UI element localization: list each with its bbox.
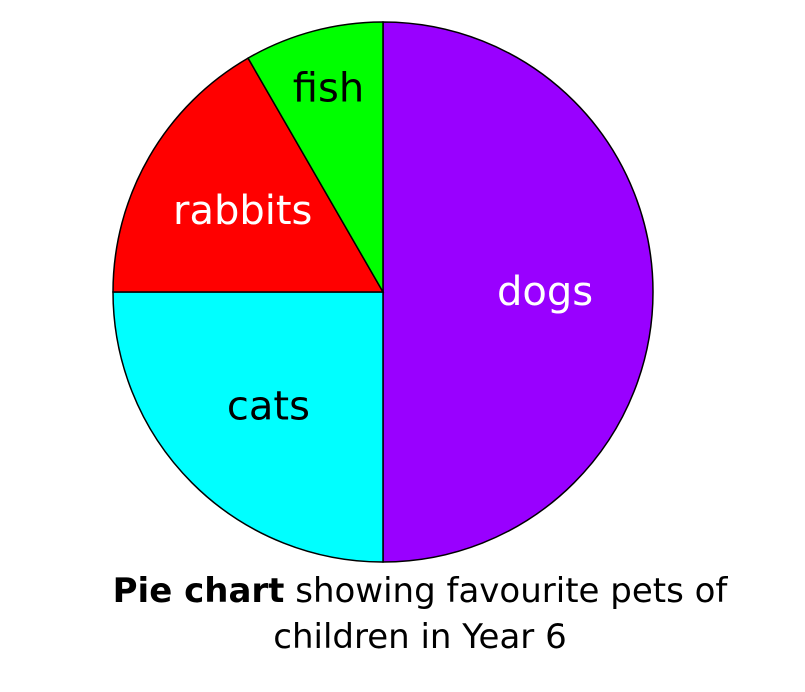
caption-rest-text: showing favourite pets of children in Ye… <box>273 571 728 657</box>
pie-label-dogs: dogs <box>497 269 593 315</box>
pie-slice-dogs <box>382 21 654 563</box>
pie-labels: dogs cats rabbits fish <box>173 66 593 430</box>
pie-label-cats: cats <box>227 384 310 430</box>
caption-bold-text: Pie chart <box>112 571 285 611</box>
pie-chart: dogs cats rabbits fish <box>112 21 654 563</box>
pie-slice-rabbits <box>112 57 385 293</box>
chart-caption: Pie chart showing favourite pets of chil… <box>40 568 800 660</box>
pie-slices <box>112 21 654 563</box>
pie-slice-cats <box>112 291 384 563</box>
pie-label-rabbits: rabbits <box>173 188 312 234</box>
pie-slice-fish <box>247 21 384 295</box>
pie-label-fish: fish <box>293 66 364 112</box>
